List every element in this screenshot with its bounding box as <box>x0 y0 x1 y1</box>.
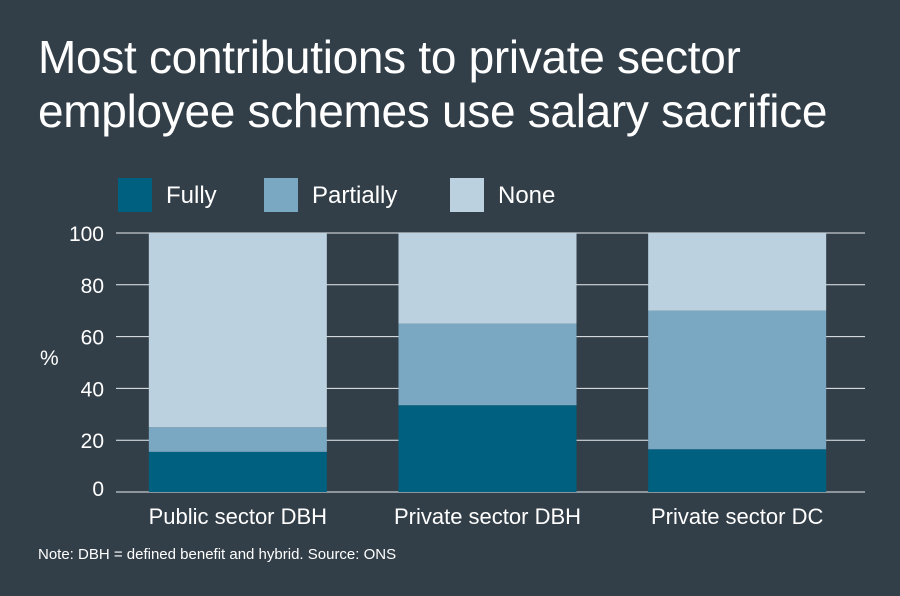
legend-label-partially: Partially <box>312 182 398 209</box>
bar-0-partially <box>148 427 327 452</box>
bar-0-none <box>148 233 327 428</box>
legend-swatch-partially <box>264 178 298 212</box>
bar-2-partially <box>648 310 827 450</box>
chart-title: Most contributions to private sector emp… <box>38 31 828 137</box>
bar-1-fully <box>398 405 577 492</box>
y-tick-label-60: 60 <box>81 327 104 350</box>
y-axis-unit-label: % <box>40 347 59 370</box>
bar-0-fully <box>148 451 327 492</box>
footnote: Note: DBH = defined benefit and hybrid. … <box>38 546 397 563</box>
bars <box>148 233 827 492</box>
y-tick-labels: 0 20 40 60 80 100 <box>69 223 104 501</box>
category-labels: Public sector DBH Private sector DBH Priva… <box>149 504 824 529</box>
legend-swatch-none <box>450 178 484 212</box>
y-tick-label-100: 100 <box>69 223 104 246</box>
bar-1-none <box>398 233 577 324</box>
y-tick-label-80: 80 <box>81 275 104 298</box>
y-tick-label-40: 40 <box>81 378 104 401</box>
category-label-2: Private sector DC <box>651 504 823 529</box>
legend-label-fully: Fully <box>166 182 217 209</box>
legend-swatch-fully <box>118 178 152 212</box>
bar-2-fully <box>648 449 827 492</box>
y-tick-label-20: 20 <box>81 430 104 453</box>
bar-2-none <box>648 233 827 311</box>
category-label-1: Private sector DBH <box>394 504 581 529</box>
legend-label-none: None <box>498 182 556 209</box>
category-label-0: Public sector DBH <box>149 504 328 529</box>
y-tick-label-0: 0 <box>92 478 104 501</box>
bar-1-partially <box>398 323 577 406</box>
